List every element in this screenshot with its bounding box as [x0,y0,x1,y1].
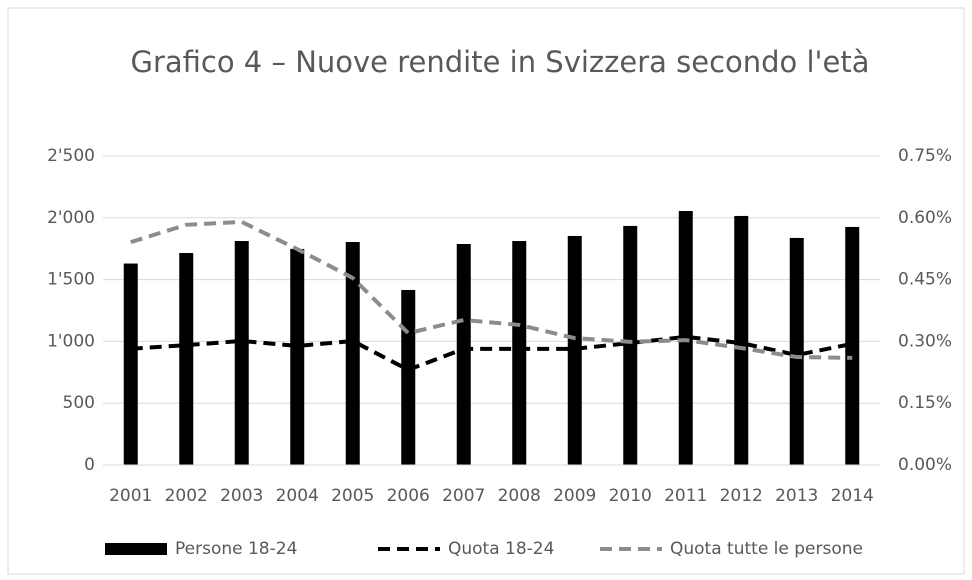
legend-label: Quota 18-24 [448,539,554,559]
x-tick-label: 2002 [165,486,208,506]
bar [789,237,804,465]
y-tick-label: 0 [84,455,95,475]
y2-tick-label: 0.45% [898,270,952,290]
line [130,219,853,360]
bar [678,211,693,465]
x-tick-label: 2005 [331,486,374,506]
y-tick-label: 2'000 [47,208,95,228]
x-tick-label: 2014 [831,486,874,506]
bar [123,263,138,465]
bar [845,226,860,465]
x-tick-label: 2008 [498,486,541,506]
x-tick-label: 2010 [609,486,652,506]
legend-label: Persone 18-24 [175,539,297,559]
x-tick-label: 2009 [553,486,596,506]
line [130,334,853,373]
x-tick-label: 2004 [276,486,319,506]
y2-tick-label: 0.00% [898,455,952,475]
x-tick-label: 2011 [664,486,707,506]
y-tick-label: 1'000 [47,331,95,351]
y-tick-label: 2'500 [47,146,95,166]
chart-border [7,7,965,575]
y2-tick-label: 0.60% [898,208,952,228]
legend-label: Quota tutte le persone [670,539,863,559]
x-tick-label: 2006 [387,486,430,506]
chart-title: Grafico 4 – Nuove rendite in Svizzera se… [130,45,870,79]
bar [290,248,305,465]
bar [456,244,471,465]
legend-swatch [105,543,167,555]
bar [567,235,582,465]
bar [401,289,416,465]
y2-tick-label: 0.15% [898,393,952,413]
x-tick-label: 2001 [109,486,152,506]
y-tick-label: 500 [63,393,95,413]
x-tick-label: 2007 [442,486,485,506]
bar [623,225,638,465]
y2-tick-label: 0.75% [898,146,952,166]
bar [179,253,194,465]
x-tick-label: 2003 [220,486,263,506]
y-tick-label: 1'500 [47,270,95,290]
y2-tick-label: 0.30% [898,331,952,351]
bar [345,242,360,465]
x-tick-label: 2012 [720,486,763,506]
x-tick-label: 2013 [775,486,818,506]
bar [734,215,749,465]
bar [512,241,527,465]
bar [234,241,249,465]
